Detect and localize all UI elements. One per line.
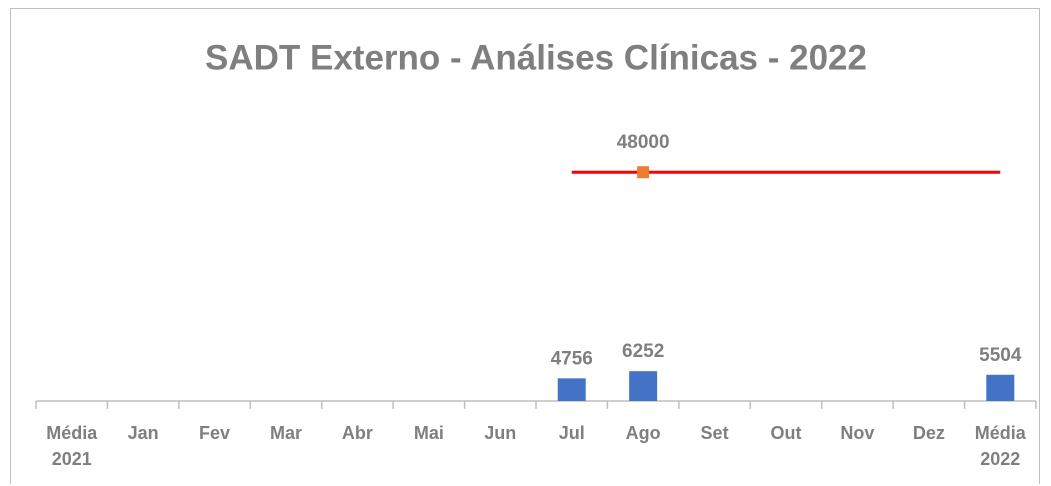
- chart-title: SADT Externo - Análises Clínicas - 2022: [205, 38, 867, 77]
- data-label: 48000: [617, 132, 670, 153]
- marker: [637, 166, 650, 179]
- bar: [986, 374, 1015, 401]
- x-tick-label: Jul: [558, 423, 585, 443]
- x-tick-label: Dez: [912, 423, 945, 443]
- data-label: 5504: [979, 345, 1022, 366]
- chart-frame: [10, 8, 1040, 484]
- data-label: 4756: [551, 348, 593, 369]
- x-tick-label: Mar: [269, 423, 302, 443]
- x-tick-label: Fev: [199, 423, 231, 443]
- data-label: 6252: [622, 341, 664, 362]
- x-tick-label: Média 2021: [46, 423, 98, 469]
- bar: [557, 378, 586, 401]
- x-tick-label: Jun: [484, 423, 517, 443]
- x-tick-label: Ago: [625, 423, 661, 443]
- x-tick-label: Out: [770, 423, 802, 443]
- x-tick-label: Abr: [341, 423, 373, 443]
- x-tick-label: Jan: [127, 423, 159, 443]
- bar: [629, 371, 658, 401]
- x-tick-label: Mai: [413, 423, 444, 443]
- x-tick-label: Média 2022: [974, 423, 1026, 469]
- x-tick-label: Set: [700, 423, 729, 443]
- x-tick-label: Nov: [840, 423, 875, 443]
